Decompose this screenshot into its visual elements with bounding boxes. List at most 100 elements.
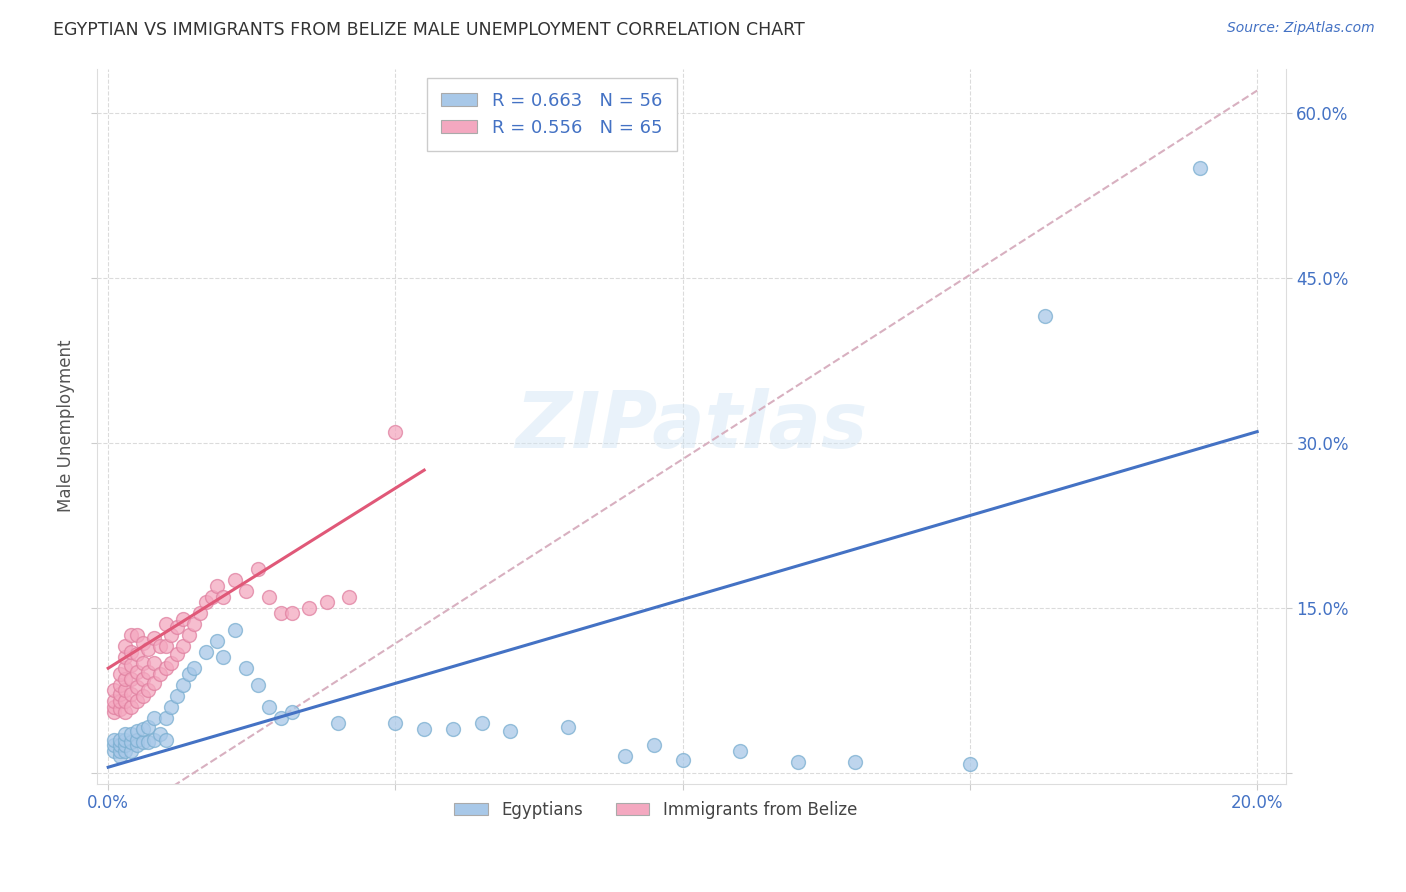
Point <box>235 584 257 599</box>
Point <box>166 620 188 634</box>
Point <box>149 727 172 741</box>
Point <box>194 645 217 659</box>
Point <box>557 719 579 733</box>
Point <box>149 666 172 681</box>
Point <box>155 617 177 632</box>
Point <box>108 686 131 700</box>
Point <box>138 735 160 749</box>
Point <box>257 699 280 714</box>
Point <box>114 661 136 675</box>
Point <box>339 590 361 604</box>
Point <box>786 755 808 769</box>
Point <box>172 639 194 653</box>
Point <box>125 665 148 679</box>
Point <box>155 732 177 747</box>
Point <box>114 650 136 665</box>
Point <box>212 650 235 665</box>
Point <box>143 732 166 747</box>
Point <box>1033 309 1056 323</box>
Point <box>315 595 337 609</box>
Point <box>103 694 125 708</box>
Point <box>103 738 125 752</box>
Point <box>183 661 205 675</box>
Point <box>959 756 981 771</box>
Point <box>270 711 292 725</box>
Point <box>120 735 142 749</box>
Point <box>1188 161 1211 175</box>
Legend: Egyptians, Immigrants from Belize: Egyptians, Immigrants from Belize <box>447 794 863 825</box>
Point <box>120 672 142 686</box>
Point <box>143 632 166 646</box>
Point <box>138 719 160 733</box>
Point <box>207 579 229 593</box>
Point <box>108 678 131 692</box>
Point <box>155 711 177 725</box>
Point <box>108 738 131 752</box>
Point <box>120 744 142 758</box>
Point <box>298 600 321 615</box>
Text: EGYPTIAN VS IMMIGRANTS FROM BELIZE MALE UNEMPLOYMENT CORRELATION CHART: EGYPTIAN VS IMMIGRANTS FROM BELIZE MALE … <box>53 21 806 38</box>
Point <box>281 705 304 719</box>
Point <box>326 716 349 731</box>
Point <box>108 749 131 764</box>
Point <box>194 595 217 609</box>
Point <box>166 647 188 661</box>
Point <box>114 727 136 741</box>
Point <box>125 738 148 752</box>
Point <box>177 666 200 681</box>
Text: Source: ZipAtlas.com: Source: ZipAtlas.com <box>1227 21 1375 35</box>
Point <box>114 744 136 758</box>
Point <box>172 612 194 626</box>
Point <box>125 628 148 642</box>
Point <box>125 723 148 738</box>
Point <box>384 425 406 439</box>
Point <box>728 744 751 758</box>
Point <box>155 661 177 675</box>
Point <box>131 672 153 686</box>
Point <box>103 705 125 719</box>
Point <box>114 683 136 698</box>
Text: ZIPatlas: ZIPatlas <box>515 388 868 464</box>
Point <box>201 590 224 604</box>
Point <box>108 666 131 681</box>
Point <box>177 628 200 642</box>
Point <box>120 657 142 672</box>
Point <box>672 752 695 766</box>
Point <box>160 699 183 714</box>
Point <box>120 699 142 714</box>
Point <box>614 749 637 764</box>
Point <box>160 628 183 642</box>
Point <box>120 645 142 659</box>
Point <box>125 732 148 747</box>
Point <box>131 735 153 749</box>
Point <box>207 633 229 648</box>
Point <box>103 683 125 698</box>
Point <box>499 723 522 738</box>
Point <box>471 716 494 731</box>
Point <box>125 647 148 661</box>
Point <box>149 639 172 653</box>
Point <box>143 656 166 670</box>
Point <box>246 562 269 576</box>
Point <box>384 716 406 731</box>
Point <box>138 683 160 698</box>
Point <box>108 694 131 708</box>
Point <box>413 722 436 736</box>
Point <box>131 722 153 736</box>
Point <box>143 711 166 725</box>
Point <box>131 689 153 703</box>
Point <box>114 738 136 752</box>
Point <box>114 639 136 653</box>
Point <box>270 606 292 620</box>
Point <box>131 636 153 650</box>
Point <box>125 680 148 694</box>
Point <box>138 665 160 679</box>
Point <box>160 656 183 670</box>
Point <box>108 732 131 747</box>
Point <box>257 590 280 604</box>
Point <box>120 686 142 700</box>
Point <box>224 573 246 587</box>
Point <box>103 744 125 758</box>
Point <box>281 606 304 620</box>
Point <box>103 732 125 747</box>
